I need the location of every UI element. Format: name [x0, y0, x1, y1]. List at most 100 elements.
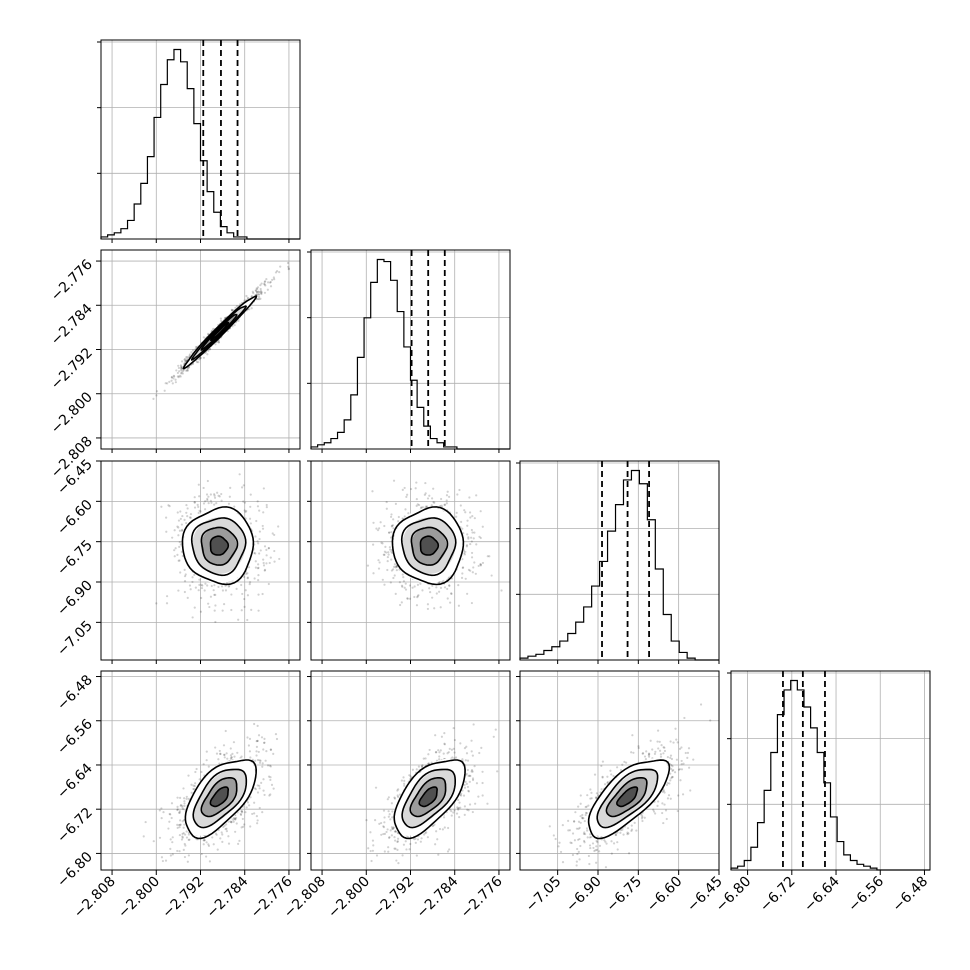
sample-point	[261, 811, 264, 814]
sample-point	[185, 836, 189, 839]
sample-point	[181, 832, 184, 836]
sample-point	[494, 728, 497, 731]
sample-point	[230, 820, 233, 824]
sample-point	[465, 745, 468, 748]
sample-point	[287, 267, 290, 270]
sample-point	[374, 819, 377, 822]
sample-point	[239, 812, 242, 816]
sample-point	[466, 768, 470, 772]
sample-point	[178, 810, 182, 813]
histogram-panel	[97, 39, 301, 240]
sample-point	[216, 491, 219, 494]
sample-point	[183, 568, 186, 571]
sample-point	[180, 366, 183, 369]
sample-point	[225, 827, 228, 830]
sample-point	[409, 775, 412, 778]
sample-point	[256, 500, 259, 503]
sample-point	[440, 497, 443, 501]
sample-point	[385, 551, 388, 554]
sample-point	[186, 355, 189, 359]
sample-point	[274, 271, 278, 274]
sample-point	[477, 564, 480, 568]
sample-point	[687, 747, 691, 750]
sample-point	[278, 557, 281, 561]
sample-point	[394, 592, 397, 595]
sample-point	[401, 854, 404, 857]
sample-point	[570, 841, 573, 845]
sample-point	[191, 349, 195, 352]
sample-point	[447, 826, 450, 830]
sample-point	[376, 529, 380, 532]
sample-point	[399, 603, 402, 607]
sample-point	[177, 376, 180, 379]
sample-point	[463, 783, 466, 786]
sample-point	[488, 555, 491, 558]
sample-point	[183, 842, 186, 846]
sample-point	[181, 514, 184, 518]
sample-point	[225, 830, 228, 833]
sample-point	[247, 566, 251, 569]
sample-point	[464, 550, 467, 553]
sample-point	[415, 498, 418, 501]
sample-point	[269, 281, 272, 284]
sample-point	[466, 533, 469, 536]
sample-point	[397, 862, 400, 865]
sample-point	[186, 596, 189, 599]
sample-point	[259, 297, 262, 300]
sample-point	[604, 840, 607, 843]
sample-point	[378, 527, 381, 530]
sample-point	[199, 510, 202, 513]
sample-point	[245, 806, 248, 809]
sample-point	[438, 755, 441, 758]
sample-point	[186, 357, 189, 360]
sample-point	[383, 850, 386, 853]
sample-point	[269, 778, 272, 782]
sample-point	[262, 487, 265, 490]
sample-point	[164, 859, 168, 862]
sample-point	[256, 819, 259, 822]
sample-point	[470, 536, 473, 539]
sample-point	[232, 820, 235, 823]
sample-point	[426, 836, 429, 839]
sample-point	[233, 505, 236, 508]
sample-point	[176, 375, 179, 378]
sample-point	[245, 572, 248, 575]
sample-point	[183, 575, 187, 578]
sample-point	[610, 773, 613, 776]
sample-point	[417, 594, 420, 597]
sample-point	[448, 495, 451, 498]
sample-point	[588, 836, 591, 839]
sample-point	[679, 779, 682, 782]
sample-point	[470, 601, 474, 605]
sample-point	[449, 808, 452, 811]
sample-point	[187, 366, 190, 369]
sample-point	[375, 527, 378, 530]
sample-point	[191, 580, 194, 584]
sample-point	[459, 806, 462, 809]
sample-point	[621, 763, 624, 766]
sample-point	[474, 802, 477, 805]
density-fill	[211, 322, 229, 341]
sample-point	[458, 816, 461, 819]
sample-point	[457, 808, 460, 811]
sample-point	[387, 553, 390, 556]
sample-point	[454, 756, 458, 759]
sample-point	[450, 814, 453, 817]
sample-point	[393, 574, 396, 577]
sample-point	[206, 332, 210, 335]
sample-point	[456, 493, 459, 496]
sample-point	[413, 585, 416, 588]
sample-point	[583, 839, 586, 843]
sample-point	[193, 785, 196, 788]
sample-point	[395, 859, 398, 862]
sample-point	[383, 816, 386, 819]
sample-point	[255, 293, 258, 296]
sample-point	[250, 608, 253, 611]
sample-point	[530, 731, 532, 733]
sample-point	[177, 589, 180, 592]
sample-point	[463, 813, 466, 816]
sample-point	[262, 789, 265, 792]
sample-point	[467, 790, 471, 793]
sample-point	[389, 548, 392, 551]
sample-point	[396, 795, 400, 798]
